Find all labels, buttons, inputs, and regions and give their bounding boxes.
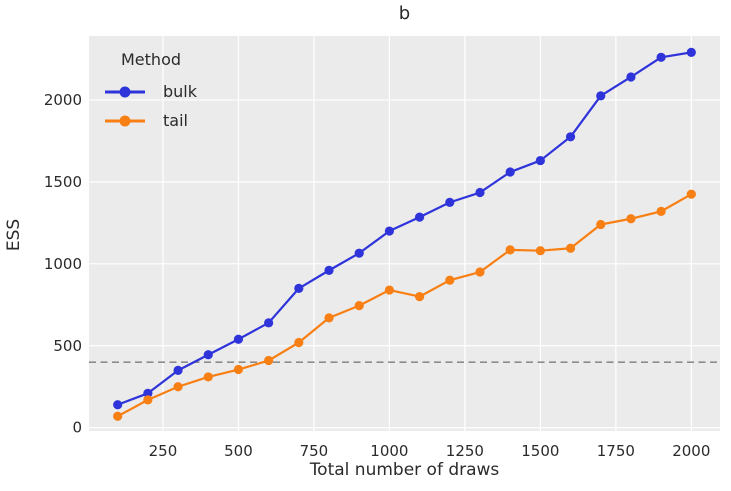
x-tick-label: 750 xyxy=(300,442,329,460)
line-marker-icon xyxy=(105,86,145,97)
data-point-tail xyxy=(203,372,213,382)
y-tick-label: 1500 xyxy=(44,173,82,191)
data-point-bulk xyxy=(113,400,123,410)
legend-title: Method xyxy=(121,50,182,69)
data-point-tail xyxy=(596,219,606,230)
data-point-bulk xyxy=(535,155,545,166)
x-tick-label: 1000 xyxy=(370,442,408,460)
data-point-tail xyxy=(264,355,274,366)
legend-label-tail: tail xyxy=(163,111,188,130)
legend-label-bulk: bulk xyxy=(163,82,198,101)
y-tick-label: 1000 xyxy=(44,255,82,273)
legend-entry-tail: tail xyxy=(104,106,197,135)
data-point-tail xyxy=(384,285,395,295)
data-point-bulk xyxy=(565,132,576,142)
data-point-bulk xyxy=(143,388,153,398)
data-point-tail xyxy=(173,382,183,392)
data-point-bulk xyxy=(596,91,606,101)
data-point-tail xyxy=(535,246,545,256)
data-point-bulk xyxy=(264,318,274,328)
data-point-bulk xyxy=(324,265,334,275)
data-point-tail xyxy=(143,395,153,405)
x-tick-label: 500 xyxy=(224,442,253,460)
data-point-bulk xyxy=(686,47,696,57)
data-point-tail xyxy=(113,411,123,421)
data-point-tail xyxy=(565,243,576,253)
x-axis-label: Total number of draws xyxy=(309,460,500,480)
y-axis-label: ESS xyxy=(4,218,24,252)
y-tick-label: 500 xyxy=(53,337,82,355)
data-point-tail xyxy=(294,337,304,348)
legend-entry-bulk: bulk xyxy=(104,77,197,106)
data-point-bulk xyxy=(475,187,485,198)
plot-area xyxy=(89,36,720,431)
data-point-tail xyxy=(475,267,485,277)
data-point-tail xyxy=(505,245,515,255)
data-point-bulk xyxy=(384,226,395,236)
line-marker-icon xyxy=(105,115,145,126)
x-tick-label: 1500 xyxy=(521,442,559,460)
data-point-tail xyxy=(354,301,364,311)
data-point-tail xyxy=(656,206,666,216)
x-tick-label: 2000 xyxy=(672,442,710,460)
data-point-bulk xyxy=(354,248,364,258)
data-point-bulk xyxy=(505,167,515,177)
y-tick-label: 2000 xyxy=(44,91,82,109)
data-point-bulk xyxy=(233,334,244,344)
data-point-tail xyxy=(445,275,455,285)
data-point-bulk xyxy=(173,365,183,375)
legend: Method bulk tail xyxy=(104,50,197,135)
chart-title: b xyxy=(398,3,411,24)
series-line-tail xyxy=(117,193,692,418)
y-tick-label: 0 xyxy=(72,419,82,437)
data-point-bulk xyxy=(414,212,425,222)
x-tick-label: 1250 xyxy=(446,442,484,460)
data-point-bulk xyxy=(294,283,304,294)
data-point-tail xyxy=(626,214,636,224)
x-tick-label: 1750 xyxy=(597,442,635,460)
data-point-tail xyxy=(324,313,334,323)
data-point-bulk xyxy=(445,197,455,207)
data-point-tail xyxy=(233,364,244,375)
data-point-bulk xyxy=(626,72,636,82)
data-point-tail xyxy=(414,292,425,302)
data-point-bulk xyxy=(203,350,213,360)
series-line-bulk xyxy=(117,51,692,406)
data-point-bulk xyxy=(656,52,666,62)
x-tick-label: 250 xyxy=(149,442,178,460)
data-point-tail xyxy=(686,189,696,199)
